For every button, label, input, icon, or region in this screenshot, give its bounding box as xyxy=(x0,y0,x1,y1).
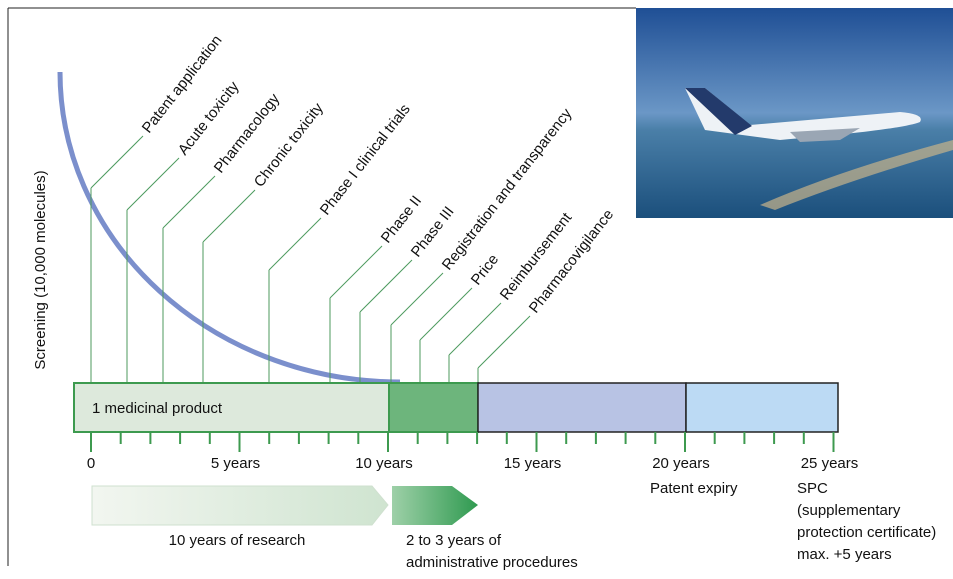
milestone-label: Registration and transparency xyxy=(439,105,576,274)
milestone-line xyxy=(448,302,502,356)
research-segment xyxy=(73,382,390,433)
milestone-line xyxy=(359,259,413,313)
photo xyxy=(636,8,953,218)
timeline-label: 5 years xyxy=(211,455,260,472)
admin-label: administrative procedures xyxy=(406,554,578,571)
timeline-label: 20 years xyxy=(652,455,710,472)
patent-expiry: Patent expiry xyxy=(650,480,738,497)
research-label: 10 years of research xyxy=(169,532,306,549)
spc-label: (supplementary xyxy=(797,502,901,519)
milestone-line xyxy=(162,175,216,229)
research-arrow xyxy=(91,485,389,526)
screening-curve xyxy=(57,71,401,385)
spc-segment xyxy=(685,382,839,433)
admin-arrow xyxy=(392,486,478,525)
spc-label: SPC xyxy=(797,480,828,497)
milestone-label: Phase I clinical trials xyxy=(317,101,414,219)
patent-segment xyxy=(477,382,687,433)
milestone-line xyxy=(202,189,256,243)
spc-label: max. +5 years xyxy=(797,546,892,563)
milestone-line xyxy=(477,315,531,369)
bar-label: 1 medicinal product xyxy=(92,400,223,417)
admin-label: 2 to 3 years of xyxy=(406,532,502,549)
milestone-line xyxy=(268,217,322,271)
timeline-label: 15 years xyxy=(504,455,562,472)
milestone-line xyxy=(90,135,144,189)
milestone-line xyxy=(419,287,473,341)
timeline-label: 0 xyxy=(87,455,95,472)
timeline-label: 10 years xyxy=(355,455,413,472)
timeline-label: 25 years xyxy=(801,455,859,472)
milestone-line xyxy=(329,245,383,299)
spc-label: protection certificate) xyxy=(797,524,936,541)
axis-title: Screening (10,000 molecules) xyxy=(32,170,49,369)
milestone-line xyxy=(390,272,444,326)
admin-segment xyxy=(388,382,479,433)
milestone-line xyxy=(126,157,180,211)
milestone-label: Price xyxy=(468,251,502,288)
